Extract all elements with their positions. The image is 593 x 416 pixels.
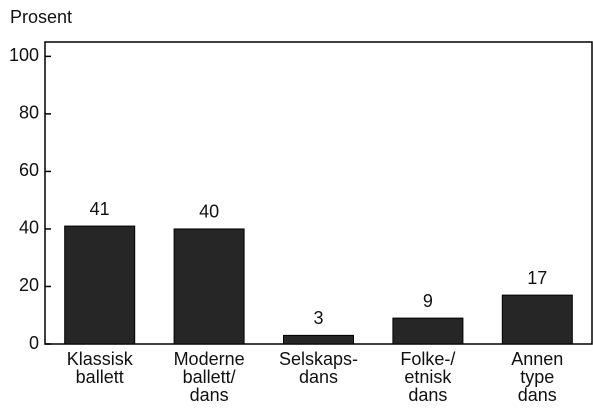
x-tick-label: type xyxy=(520,367,554,387)
y-tick-label: 80 xyxy=(19,103,39,123)
value-label: 17 xyxy=(527,268,547,288)
x-tick-label: Selskaps- xyxy=(279,349,358,369)
x-tick-label: Annen xyxy=(511,349,563,369)
bar xyxy=(64,225,136,345)
bar xyxy=(392,317,464,345)
y-tick-label: 20 xyxy=(19,275,39,295)
x-tick-label: ballett xyxy=(76,367,124,387)
y-axis-label: Prosent xyxy=(10,7,72,27)
y-tick-label: 100 xyxy=(9,45,39,65)
x-tick-label: ballett/ xyxy=(183,367,236,387)
x-tick-label: dans xyxy=(190,385,229,405)
x-tick-label: Klassisk xyxy=(67,349,134,369)
value-label: 9 xyxy=(423,291,433,311)
x-tick-label: dans xyxy=(518,385,557,405)
bar xyxy=(501,294,573,345)
bar xyxy=(283,334,354,345)
value-label: 40 xyxy=(199,202,219,222)
bar xyxy=(173,228,245,345)
x-tick-label: Moderne xyxy=(174,349,245,369)
y-tick-label: 60 xyxy=(19,160,39,180)
x-tick-label: dans xyxy=(408,385,447,405)
y-tick-label: 40 xyxy=(19,218,39,238)
y-tick-label: 0 xyxy=(29,333,39,353)
x-tick-label: dans xyxy=(299,367,338,387)
value-label: 3 xyxy=(313,308,323,328)
x-tick-label: Folke-/ xyxy=(400,349,455,369)
value-label: 41 xyxy=(90,199,110,219)
x-tick-label: etnisk xyxy=(404,367,452,387)
